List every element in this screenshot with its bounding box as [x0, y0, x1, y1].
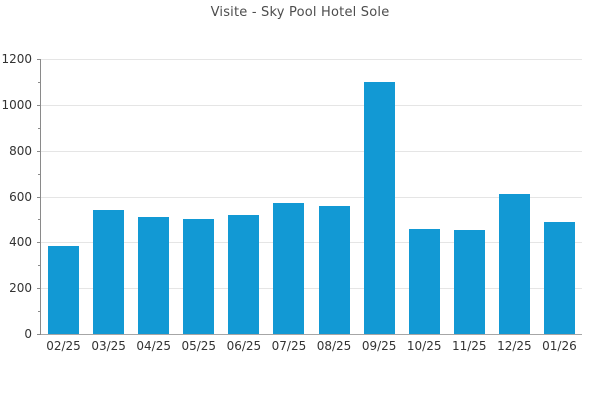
- y-major-tick-400: [37, 242, 41, 244]
- y-major-tick-1000: [37, 104, 41, 106]
- y-minor-tick-500: [38, 219, 41, 221]
- y-axis: 0 200 400 600 800 1000 1200: [0, 53, 41, 341]
- gridline-y-600: [41, 196, 582, 198]
- gridline-y-800: [41, 150, 582, 152]
- bar-09/25: [363, 81, 395, 334]
- x-tick-label-09/25: 09/25: [361, 339, 397, 353]
- x-tick-label-05/25: 05/25: [181, 339, 217, 353]
- bar-08/25: [318, 205, 350, 334]
- bar-04/25: [138, 217, 170, 334]
- y-major-tick-0: [37, 334, 41, 335]
- x-tick-label-01/26: 01/26: [542, 339, 577, 353]
- bar-05/25: [183, 219, 215, 334]
- bar-12/25: [498, 194, 530, 334]
- x-tick-label-08/25: 08/25: [316, 339, 352, 353]
- bar-06/25: [228, 214, 260, 334]
- x-tick-label-04/25: 04/25: [136, 339, 171, 353]
- gridline-y-200: [41, 288, 582, 290]
- y-major-tick-800: [37, 150, 41, 152]
- y-tick-label-0: 0: [24, 327, 32, 341]
- y-minor-tick-100: [38, 311, 41, 313]
- bar-02/25: [48, 245, 80, 334]
- y-tick-label-1000: 1000: [1, 97, 32, 112]
- x-tick-label-02/25: 02/25: [46, 339, 81, 353]
- y-minor-tick-1100: [38, 81, 41, 83]
- plot-area: [40, 59, 582, 335]
- x-tick-label-07/25: 07/25: [271, 339, 307, 353]
- y-tick-label-1200: 1200: [1, 52, 32, 66]
- bar-03/25: [93, 210, 125, 334]
- y-major-tick-1200: [37, 59, 41, 60]
- gridline-y-400: [41, 242, 582, 244]
- gridline-y-1200: [41, 59, 582, 60]
- y-minor-tick-900: [38, 127, 41, 129]
- chart-title: Visite - Sky Pool Hotel Sole: [210, 5, 390, 20]
- y-minor-tick-700: [38, 173, 41, 175]
- x-tick-label-03/25: 03/25: [91, 339, 126, 353]
- y-tick-label-200: 200: [9, 281, 32, 296]
- y-major-tick-200: [37, 288, 41, 290]
- bar-10/25: [408, 228, 440, 334]
- bar-07/25: [273, 203, 305, 334]
- y-tick-label-400: 400: [9, 235, 32, 250]
- gridline-y-1000: [41, 104, 582, 106]
- y-tick-label-800: 800: [9, 143, 32, 158]
- x-tick-label-06/25: 06/25: [226, 339, 262, 353]
- bar-01/26: [543, 221, 575, 334]
- x-axis-labels: 02/25 03/25 04/25 05/25 06/25 07/25 08/25 09/25…: [41, 339, 582, 354]
- x-tick-label-10/25: 10/25: [406, 339, 442, 353]
- y-tick-label-600: 600: [9, 189, 32, 204]
- bar-11/25: [453, 229, 485, 334]
- x-tick-label-12/25: 12/25: [497, 339, 532, 353]
- x-tick-label-11/25: 11/25: [451, 339, 487, 353]
- y-minor-tick-300: [38, 265, 41, 267]
- y-major-tick-600: [37, 196, 41, 198]
